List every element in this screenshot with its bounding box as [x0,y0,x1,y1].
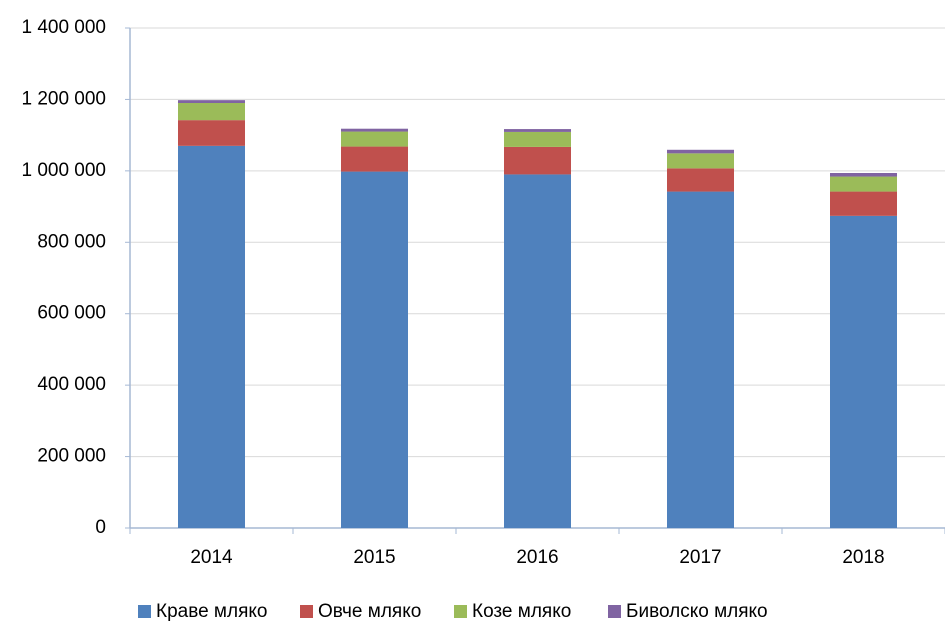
bar-segment [830,173,897,177]
bar-segment [504,129,571,132]
y-tick-label: 800 000 [37,231,106,252]
legend-label: Овче мляко [318,601,421,622]
bar-segment [178,120,245,146]
bar-segment [504,174,571,528]
y-tick-label: 200 000 [37,446,106,467]
legend-swatch [300,605,313,618]
bar-segment [504,146,571,175]
y-tick-label: 0 [95,517,106,538]
x-tick-label: 2018 [842,547,884,568]
y-tick-label: 1 200 000 [21,88,106,109]
y-tick-label: 400 000 [37,374,106,395]
bar-segment [178,103,245,121]
bar-segment [178,145,245,528]
bar-segment [667,168,734,192]
legend-label: Краве мляко [156,601,267,622]
bar-segment [504,131,571,147]
legend-swatch [138,605,151,618]
bar-segment [830,215,897,528]
legend-label: Козе мляко [472,601,571,622]
x-tick-label: 2017 [679,547,721,568]
bar-segment [341,131,408,147]
legend-label: Биволско мляко [626,601,768,622]
bar-segment [178,100,245,103]
bar-segment [667,149,734,154]
bar-segment [341,146,408,172]
bar-segment [667,191,734,529]
bar-segment [830,176,897,192]
bar-segment [830,191,897,216]
y-tick-label: 1 000 000 [21,160,106,181]
legend-swatch [454,605,467,618]
bar-segment [341,128,408,132]
x-tick-label: 2016 [516,547,558,568]
x-tick-label: 2014 [190,547,233,568]
bar-segment [341,171,408,529]
y-tick-label: 600 000 [37,303,106,324]
y-tick-label: 1 400 000 [21,17,106,38]
legend-swatch [608,605,621,618]
x-tick-label: 2015 [353,547,395,568]
bar-segment [667,153,734,169]
